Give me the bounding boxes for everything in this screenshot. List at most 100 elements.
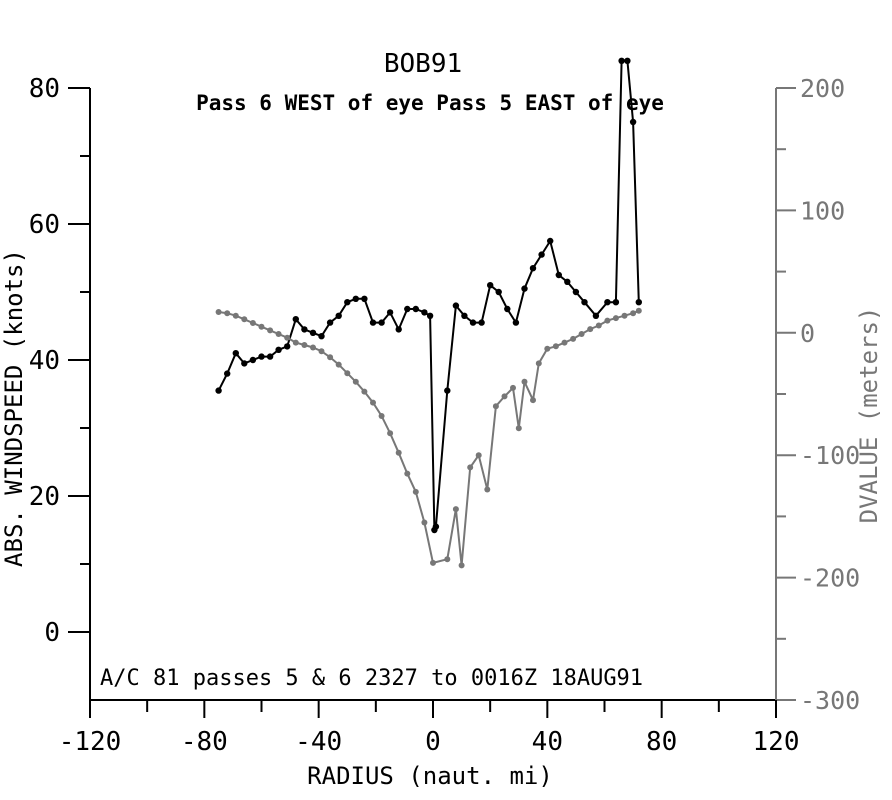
series-2-point [467,464,474,471]
series-1-point [361,295,368,302]
series-1-point [395,326,402,333]
series-1-point [504,305,511,313]
series-1-point [487,282,494,289]
series-1-point [521,285,528,292]
series-1-point [284,343,291,350]
series-2-point [458,562,465,569]
x-tick-label: 40 [532,727,563,757]
series-2-point [475,452,482,459]
y-left-tick-label: 60 [29,210,60,240]
y-right-tick-label: -300 [800,686,860,715]
series-1-point [452,302,460,309]
series-1-point [352,295,359,302]
series-2-point [552,343,559,350]
series-1-point [344,299,351,306]
series-2-point [292,339,299,346]
series-2-point [492,403,499,410]
series-1-point [292,316,299,323]
x-tick-label: 80 [646,727,677,757]
series-2-point [484,486,491,493]
y-left-tick-label: 0 [44,618,60,648]
series-2-point [387,430,394,437]
series-2-point [284,334,291,341]
series-2-point [335,361,342,368]
y-left-tick-label: 20 [29,482,60,512]
series-2-point [570,335,577,342]
y-left-tick-label: 80 [29,74,60,104]
series-2-point [395,449,402,456]
series-1-point [426,312,434,319]
series-2-point [604,317,611,324]
series-2-point [232,312,239,319]
series-1-point [369,319,377,326]
series-1-point [461,312,468,319]
series-1-point [581,299,588,306]
series-line-1 [217,59,640,531]
series-2-point [404,470,411,477]
series-2-point [370,399,376,406]
series-2-point [412,488,419,495]
x-tick-label: 120 [753,727,800,757]
x-tick-label: -80 [181,727,228,757]
series-1-point [318,333,325,340]
series-2-point [344,370,351,377]
y-axis-label-right: DVALUE (meters) [855,307,883,524]
series-1-point [241,360,248,367]
series-1-point [538,251,545,258]
x-tick-label: -40 [295,727,342,757]
series-2-point [587,326,594,333]
y-right-tick-label: -200 [800,564,860,593]
series-1-point [421,309,428,316]
series-2-point [521,378,528,385]
series-2-point [578,331,585,337]
series-2-point [635,307,642,314]
series-1-point [604,299,611,306]
series-2-point [612,315,619,322]
series-2-point [501,393,508,400]
series-2-point [224,310,231,317]
series-1-point [249,356,257,364]
series-1-point [275,346,282,353]
series-1-point [444,387,451,394]
series-1-point [309,329,317,336]
series-2-point [327,354,334,361]
series-1-point [564,278,571,285]
series-2-point [421,519,428,526]
series-1-point [266,353,274,360]
series-1-point [404,305,411,313]
series-group [215,57,642,569]
series-1-point [629,118,637,126]
series-1-point [547,237,554,245]
series-2-point [444,556,451,563]
series-2-point [510,384,516,391]
series-2-point [544,345,551,352]
series-2-point [275,331,282,337]
series-1-point [326,319,334,326]
series-1-point [635,299,642,306]
chart-labels: BOB91 Pass 6 WEST of eye Pass 5 EAST of … [0,49,883,790]
series-1-point [512,319,520,326]
series-2-point [452,506,459,513]
series-1-point [495,288,502,296]
series-2-point [215,309,222,315]
series-2-point [361,388,368,395]
series-2-point [515,425,522,432]
series-1-point [572,288,580,296]
series-1-point [432,523,440,530]
series-2-point [630,310,637,317]
y-right-tick-label: -100 [800,441,860,470]
series-2-point [595,322,602,329]
series-1-point [469,319,477,326]
series-1-point [215,387,222,394]
series-2-point [561,339,568,346]
x-tick-label: 0 [425,727,441,757]
series-2-point [352,378,359,385]
series-1-point [386,309,394,316]
y-right-tick-label: 200 [800,74,845,103]
series-1-point [232,350,239,357]
series-1-point [618,57,625,64]
series-2-point [621,312,628,319]
series-1-point [335,312,342,319]
x-axis-label: RADIUS (naut. mi) [307,762,553,790]
series-2-point [249,320,256,326]
